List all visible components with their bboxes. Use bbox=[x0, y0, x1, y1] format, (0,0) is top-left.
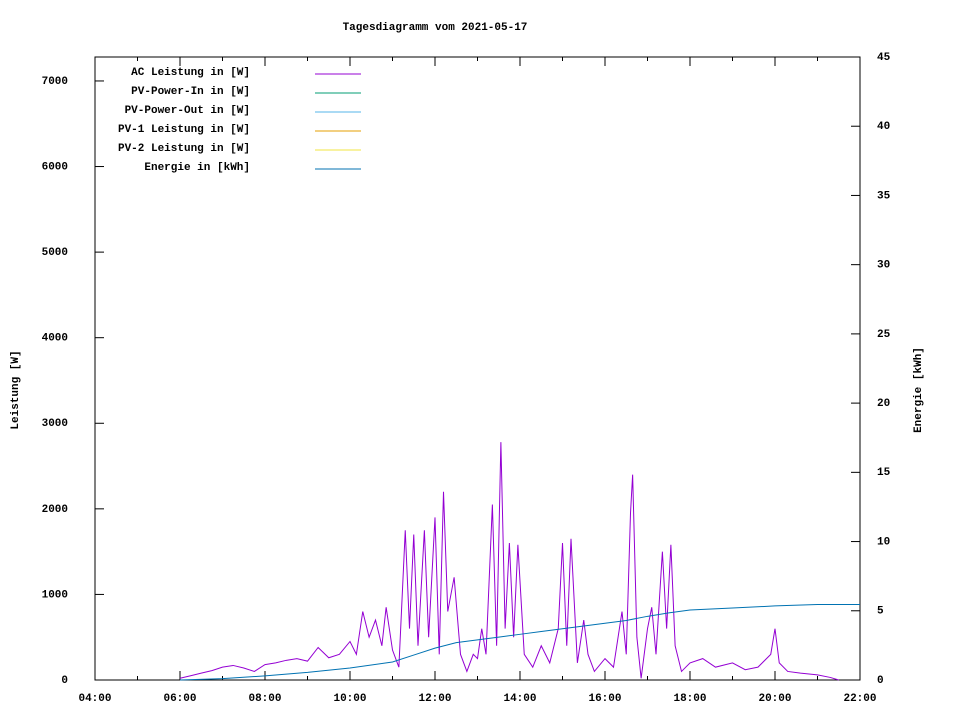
legend-label: AC Leistung in [W] bbox=[131, 67, 250, 79]
legend-label: PV-1 Leistung in [W] bbox=[118, 124, 250, 136]
y2-tick-label: 5 bbox=[877, 606, 884, 618]
y-tick-label: 0 bbox=[61, 675, 68, 687]
chart-title: Tagesdiagramm vom 2021-05-17 bbox=[343, 22, 528, 34]
y-tick-label: 5000 bbox=[42, 247, 68, 259]
y-tick-label: 3000 bbox=[42, 418, 68, 430]
x-tick-label: 08:00 bbox=[248, 693, 281, 705]
y2-tick-label: 25 bbox=[877, 329, 891, 341]
y2-tick-label: 0 bbox=[877, 675, 884, 687]
y-axis-label: Leistung [W] bbox=[10, 350, 22, 429]
y2-tick-label: 40 bbox=[877, 121, 890, 133]
y-tick-label: 4000 bbox=[42, 333, 68, 345]
x-tick-label: 12:00 bbox=[418, 693, 451, 705]
legend-label: PV-Power-Out in [W] bbox=[125, 105, 250, 117]
legend-label: PV-2 Leistung in [W] bbox=[118, 143, 250, 155]
y-tick-label: 2000 bbox=[42, 504, 68, 516]
y-tick-label: 1000 bbox=[42, 589, 68, 601]
x-tick-label: 20:00 bbox=[758, 693, 791, 705]
y2-axis-label: Energie [kWh] bbox=[913, 347, 925, 433]
x-tick-label: 18:00 bbox=[673, 693, 706, 705]
y-tick-label: 6000 bbox=[42, 161, 68, 173]
series-line bbox=[179, 442, 839, 681]
legend-label: PV-Power-In in [W] bbox=[131, 86, 250, 98]
x-tick-label: 22:00 bbox=[843, 693, 876, 705]
x-tick-label: 06:00 bbox=[163, 693, 196, 705]
y2-tick-label: 45 bbox=[877, 52, 891, 64]
x-tick-label: 04:00 bbox=[78, 693, 111, 705]
y2-tick-label: 10 bbox=[877, 536, 890, 548]
y2-tick-label: 35 bbox=[877, 190, 891, 202]
y2-tick-label: 20 bbox=[877, 398, 890, 410]
y2-tick-label: 15 bbox=[877, 467, 891, 479]
y-tick-label: 7000 bbox=[42, 76, 68, 88]
x-tick-label: 10:00 bbox=[333, 693, 366, 705]
y2-tick-label: 30 bbox=[877, 260, 890, 272]
series-line bbox=[179, 604, 860, 681]
x-tick-label: 14:00 bbox=[503, 693, 536, 705]
x-tick-label: 16:00 bbox=[588, 693, 621, 705]
legend-label: Energie in [kWh] bbox=[144, 162, 250, 174]
